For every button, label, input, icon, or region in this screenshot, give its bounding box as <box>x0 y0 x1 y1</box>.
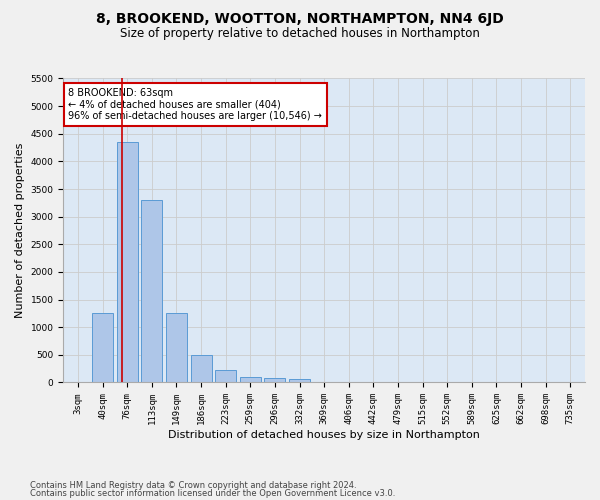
Text: Size of property relative to detached houses in Northampton: Size of property relative to detached ho… <box>120 28 480 40</box>
Bar <box>92 313 113 382</box>
Bar <box>166 313 187 382</box>
Text: Contains public sector information licensed under the Open Government Licence v3: Contains public sector information licen… <box>30 488 395 498</box>
Text: Contains HM Land Registry data © Crown copyright and database right 2024.: Contains HM Land Registry data © Crown c… <box>30 481 356 490</box>
Bar <box>265 378 286 382</box>
Bar <box>117 142 138 382</box>
Bar <box>289 380 310 382</box>
Bar <box>142 200 163 382</box>
Bar <box>215 370 236 382</box>
Y-axis label: Number of detached properties: Number of detached properties <box>15 143 25 318</box>
Bar <box>240 377 261 382</box>
X-axis label: Distribution of detached houses by size in Northampton: Distribution of detached houses by size … <box>168 430 480 440</box>
Text: 8 BROOKEND: 63sqm
← 4% of detached houses are smaller (404)
96% of semi-detached: 8 BROOKEND: 63sqm ← 4% of detached house… <box>68 88 322 121</box>
Text: 8, BROOKEND, WOOTTON, NORTHAMPTON, NN4 6JD: 8, BROOKEND, WOOTTON, NORTHAMPTON, NN4 6… <box>96 12 504 26</box>
Bar <box>191 356 212 382</box>
